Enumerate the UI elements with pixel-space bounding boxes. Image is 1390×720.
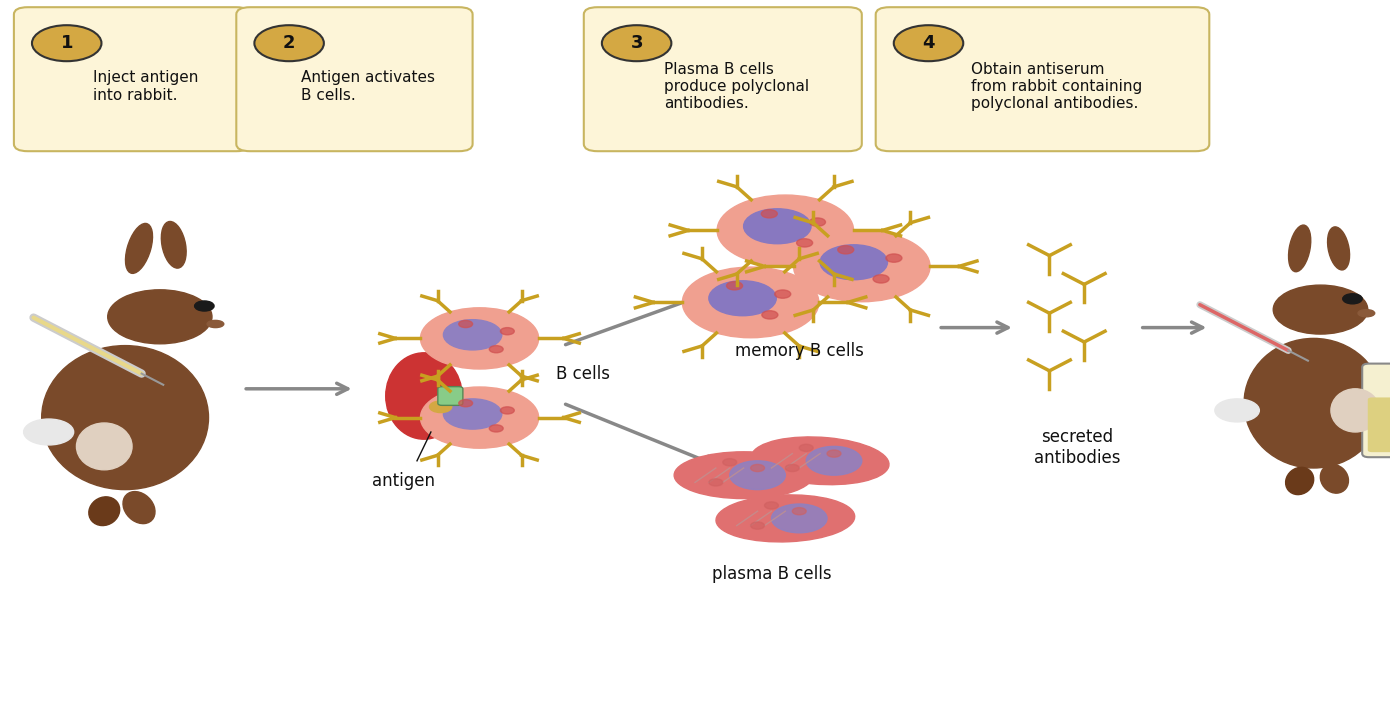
Circle shape xyxy=(799,444,813,451)
FancyBboxPatch shape xyxy=(1368,397,1390,452)
Circle shape xyxy=(792,508,806,515)
Circle shape xyxy=(430,401,452,413)
Ellipse shape xyxy=(682,267,819,338)
Circle shape xyxy=(459,400,473,407)
Circle shape xyxy=(500,328,514,335)
Ellipse shape xyxy=(420,307,539,369)
Ellipse shape xyxy=(1320,464,1348,493)
Circle shape xyxy=(796,239,813,247)
Circle shape xyxy=(885,254,902,262)
Ellipse shape xyxy=(1289,225,1311,271)
Circle shape xyxy=(602,25,671,61)
Ellipse shape xyxy=(207,320,224,328)
Ellipse shape xyxy=(820,245,887,279)
Ellipse shape xyxy=(108,289,211,344)
Circle shape xyxy=(489,346,503,353)
Ellipse shape xyxy=(794,231,930,302)
Ellipse shape xyxy=(1273,285,1368,334)
Circle shape xyxy=(827,450,841,457)
Text: Antigen activates
B cells.: Antigen activates B cells. xyxy=(302,71,435,103)
Circle shape xyxy=(765,502,778,509)
Text: 3: 3 xyxy=(631,35,642,53)
Ellipse shape xyxy=(1244,338,1383,468)
Text: 1: 1 xyxy=(61,35,72,53)
Circle shape xyxy=(751,522,764,529)
Text: Inject antigen
into rabbit.: Inject antigen into rabbit. xyxy=(93,71,199,103)
FancyBboxPatch shape xyxy=(236,7,473,151)
Ellipse shape xyxy=(1358,310,1375,317)
Circle shape xyxy=(254,25,324,61)
Ellipse shape xyxy=(76,423,132,470)
Ellipse shape xyxy=(744,209,810,243)
Ellipse shape xyxy=(122,492,156,523)
Circle shape xyxy=(723,459,737,466)
Circle shape xyxy=(1215,399,1259,422)
Circle shape xyxy=(24,419,74,445)
Text: antigen: antigen xyxy=(371,472,435,490)
Circle shape xyxy=(32,25,101,61)
Circle shape xyxy=(709,479,723,486)
FancyBboxPatch shape xyxy=(1362,364,1390,457)
FancyBboxPatch shape xyxy=(438,387,463,405)
Circle shape xyxy=(894,25,963,61)
Ellipse shape xyxy=(771,504,827,533)
FancyBboxPatch shape xyxy=(584,7,862,151)
Ellipse shape xyxy=(420,387,539,448)
Ellipse shape xyxy=(443,399,502,429)
Ellipse shape xyxy=(674,452,813,498)
Text: 2: 2 xyxy=(284,35,295,53)
Circle shape xyxy=(785,464,799,472)
Ellipse shape xyxy=(751,437,890,485)
Circle shape xyxy=(762,311,778,319)
Circle shape xyxy=(774,290,791,298)
Text: plasma B cells: plasma B cells xyxy=(712,565,831,583)
Circle shape xyxy=(751,464,764,472)
Circle shape xyxy=(459,320,473,328)
Ellipse shape xyxy=(716,495,855,542)
Ellipse shape xyxy=(730,461,785,490)
Text: Obtain antiserum
from rabbit containing
polyclonal antibodies.: Obtain antiserum from rabbit containing … xyxy=(970,61,1143,112)
Text: memory B cells: memory B cells xyxy=(735,342,863,360)
FancyBboxPatch shape xyxy=(14,7,250,151)
Circle shape xyxy=(195,301,214,311)
Ellipse shape xyxy=(1332,389,1379,432)
Circle shape xyxy=(489,425,503,432)
Ellipse shape xyxy=(717,195,853,266)
Ellipse shape xyxy=(806,446,862,475)
Circle shape xyxy=(727,282,742,290)
Ellipse shape xyxy=(161,222,186,268)
Circle shape xyxy=(873,275,890,283)
Text: secreted
antibodies: secreted antibodies xyxy=(1034,428,1120,467)
Circle shape xyxy=(809,218,826,226)
Ellipse shape xyxy=(42,346,208,490)
Ellipse shape xyxy=(385,353,461,439)
Ellipse shape xyxy=(89,497,120,526)
Ellipse shape xyxy=(709,281,776,315)
FancyBboxPatch shape xyxy=(876,7,1209,151)
Ellipse shape xyxy=(1286,467,1314,495)
Circle shape xyxy=(1343,294,1362,304)
Ellipse shape xyxy=(1327,227,1350,270)
Ellipse shape xyxy=(125,223,153,274)
Circle shape xyxy=(762,210,777,218)
Ellipse shape xyxy=(443,320,502,350)
Text: Plasma B cells
produce polyclonal
antibodies.: Plasma B cells produce polyclonal antibo… xyxy=(664,61,809,112)
Circle shape xyxy=(500,407,514,414)
Text: 4: 4 xyxy=(923,35,934,53)
Circle shape xyxy=(838,246,853,254)
Text: B cells: B cells xyxy=(556,366,610,384)
